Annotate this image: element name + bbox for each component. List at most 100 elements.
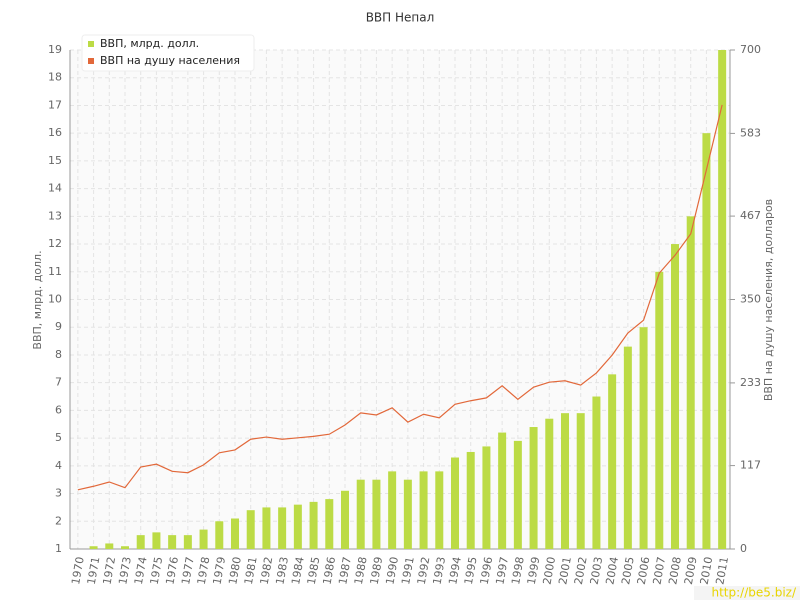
x-tick-label: 1978: [195, 556, 213, 586]
x-tick-label: 1975: [148, 556, 166, 586]
x-tick-label: 1977: [179, 556, 197, 586]
x-tick-label: 1999: [525, 556, 543, 586]
y2-tick-label: 467: [740, 209, 761, 222]
y-tick-label: 14: [48, 182, 62, 195]
y-tick-label: 10: [48, 293, 62, 306]
y2-tick-label: 233: [740, 376, 761, 389]
legend: ВВП, млрд. долл. ВВП на душу населения: [81, 34, 255, 72]
legend-swatch: [88, 41, 94, 47]
bar: [325, 499, 334, 549]
legend-swatch: [88, 58, 94, 64]
y-tick-label: 12: [48, 237, 62, 250]
y-tick-label: 5: [55, 431, 62, 444]
x-tick-label: 1970: [69, 556, 87, 586]
y-axis-label: ВВП, млрд. долл.: [31, 250, 44, 349]
x-tick-label: 1996: [478, 556, 496, 586]
x-tick-label: 1974: [132, 556, 150, 586]
x-tick-label: 1972: [101, 556, 119, 586]
x-tick-label: 1991: [399, 556, 417, 586]
x-tick-label: 1981: [242, 556, 260, 586]
bar: [655, 271, 664, 549]
bar: [529, 427, 538, 549]
y-tick-label: 6: [55, 403, 62, 416]
bar: [89, 546, 98, 549]
bar: [702, 133, 711, 549]
x-tick-label: 2010: [698, 556, 716, 586]
x-tick-label: 1971: [85, 556, 103, 586]
x-tick-label: 1973: [116, 556, 134, 586]
bar: [671, 244, 679, 550]
y2-axis-label: ВВП на душу населения, долларов: [762, 199, 775, 401]
bar: [718, 50, 727, 549]
y-tick-label: 19: [48, 43, 62, 56]
x-tick-label: 2003: [588, 556, 606, 586]
y-tick-label: 3: [55, 487, 62, 500]
bar: [121, 546, 129, 549]
legend-box: [81, 34, 255, 72]
bar: [293, 504, 302, 549]
y-tick-label: 16: [48, 126, 62, 139]
y2-tick-label: 350: [740, 293, 761, 306]
x-tick-label: 1992: [415, 556, 433, 586]
x-tick-label: 2007: [651, 556, 669, 586]
y-tick-label: 7: [55, 376, 62, 389]
x-tick-label: 2011: [713, 556, 731, 586]
x-tick-label: 2005: [619, 556, 637, 586]
x-tick-label: 2004: [603, 556, 621, 586]
bar: [576, 413, 585, 549]
bar: [639, 327, 648, 549]
x-tick-label: 1995: [462, 556, 480, 586]
line: [77, 104, 723, 491]
bar: [356, 479, 365, 549]
x-tick-label: 1984: [289, 556, 307, 586]
x-tick-label: 2006: [635, 556, 653, 586]
bar: [608, 374, 617, 549]
bar: [341, 490, 349, 549]
bar: [246, 510, 255, 549]
x-tick-label: 1980: [226, 556, 244, 586]
x-tick-label: 2000: [541, 556, 559, 586]
legend-label: ВВП на душу населения: [100, 54, 240, 67]
bar: [372, 479, 381, 549]
bar: [545, 418, 554, 549]
y-tick-label: 11: [48, 265, 62, 278]
bar: [482, 446, 491, 549]
bar: [168, 535, 177, 549]
bar: [466, 451, 475, 549]
bar: [199, 529, 208, 549]
x-tick-label: 2008: [666, 556, 684, 586]
bar: [498, 432, 507, 549]
y-tick-label: 9: [55, 320, 62, 333]
bar: [623, 346, 632, 549]
bar: [183, 535, 192, 549]
x-tick-label: 2002: [572, 556, 590, 586]
y-tick-label: 15: [48, 154, 62, 167]
y2-tick-label: 583: [740, 126, 761, 139]
x-tick-label: 1982: [258, 556, 276, 586]
x-tick-label: 1985: [305, 556, 323, 586]
bar: [592, 396, 601, 549]
bar: [686, 216, 695, 550]
bar: [215, 521, 224, 549]
watermark-bg: [694, 586, 800, 600]
x-tick-label: 1997: [493, 556, 511, 586]
bar: [309, 501, 318, 549]
x-tick-label: 2009: [682, 556, 700, 586]
y2-tick-label: 700: [740, 43, 761, 56]
bar: [152, 532, 161, 549]
y-tick-label: 4: [55, 459, 62, 472]
y-tick-label: 2: [55, 514, 62, 527]
x-tick-label: 1994: [446, 556, 464, 586]
y-tick-label: 8: [55, 348, 62, 361]
x-tick-label: 2001: [556, 556, 574, 586]
x-tick-label: 1989: [368, 556, 386, 586]
y-tick-label: 17: [48, 98, 62, 111]
bar: [231, 518, 239, 549]
y-tick-label: 18: [48, 71, 62, 84]
bar: [561, 413, 569, 549]
x-tick-label: 1993: [431, 556, 449, 586]
bar: [262, 507, 271, 549]
bar: [435, 471, 444, 549]
x-tick-label: 1998: [509, 556, 527, 586]
